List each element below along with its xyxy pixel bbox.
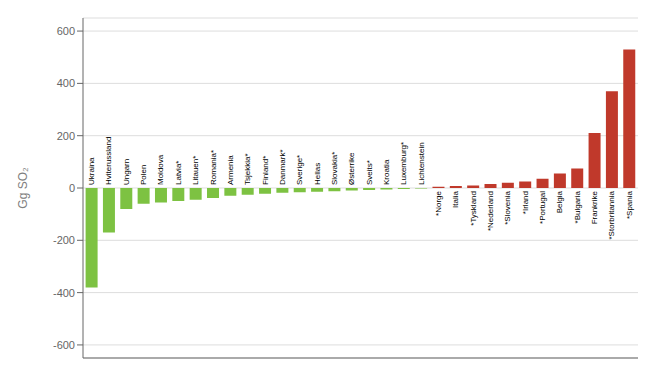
svg-text:Hellas: Hellas bbox=[313, 163, 322, 185]
svg-text:Hviterussland: Hviterussland bbox=[104, 137, 113, 185]
svg-text:Belgia: Belgia bbox=[555, 190, 564, 213]
svg-text:*Norge: *Norge bbox=[434, 190, 443, 215]
svg-text:*Slovenia: *Slovenia bbox=[503, 190, 512, 224]
svg-text:600: 600 bbox=[57, 25, 75, 37]
svg-text:Moldova: Moldova bbox=[156, 154, 165, 185]
svg-text:*Tyskland: *Tyskland bbox=[469, 191, 478, 226]
svg-text:*Portugal: *Portugal bbox=[538, 191, 547, 224]
svg-text:400: 400 bbox=[57, 77, 75, 89]
svg-text:Tsjekkia*: Tsjekkia* bbox=[243, 153, 252, 185]
svg-text:Lichtenstein: Lichtenstein bbox=[417, 142, 426, 185]
svg-text:*Nederland: *Nederland bbox=[486, 191, 495, 231]
svg-text:*Spania: *Spania bbox=[625, 190, 634, 219]
svg-text:Finland*: Finland* bbox=[261, 156, 270, 185]
svg-text:0: 0 bbox=[69, 182, 75, 194]
svg-text:-400: -400 bbox=[53, 287, 75, 299]
svg-text:Polen: Polen bbox=[139, 165, 148, 185]
svg-text:*Bulgaria: *Bulgaria bbox=[573, 190, 582, 223]
svg-text:200: 200 bbox=[57, 130, 75, 142]
svg-text:Frankrike: Frankrike bbox=[590, 190, 599, 224]
svg-text:*Storbritannia: *Storbritannia bbox=[607, 190, 616, 239]
svg-text:Armenia: Armenia bbox=[226, 155, 235, 185]
svg-text:Danmark*: Danmark* bbox=[278, 149, 287, 185]
svg-text:Østerrike: Østerrike bbox=[347, 152, 356, 185]
svg-text:Slovakia*: Slovakia* bbox=[330, 152, 339, 185]
svg-text:-200: -200 bbox=[53, 234, 75, 246]
svg-text:Gg SO₂: Gg SO₂ bbox=[16, 167, 30, 209]
svg-text:Italia: Italia bbox=[451, 190, 460, 207]
svg-text:Ukraina: Ukraina bbox=[87, 157, 96, 185]
svg-text:Sveits*: Sveits* bbox=[365, 160, 374, 185]
svg-text:Litauen*: Litauen* bbox=[191, 156, 200, 185]
svg-text:Sverige*: Sverige* bbox=[295, 155, 304, 185]
svg-text:Ungarn: Ungarn bbox=[122, 159, 131, 185]
svg-text:Latvia*: Latvia* bbox=[174, 161, 183, 185]
svg-text:Kroatia: Kroatia bbox=[382, 159, 391, 185]
svg-text:*Irland: *Irland bbox=[521, 191, 530, 214]
svg-text:Luxemburg*: Luxemburg* bbox=[399, 142, 408, 185]
svg-text:-600: -600 bbox=[53, 339, 75, 351]
svg-text:Romania*: Romania* bbox=[209, 150, 218, 185]
